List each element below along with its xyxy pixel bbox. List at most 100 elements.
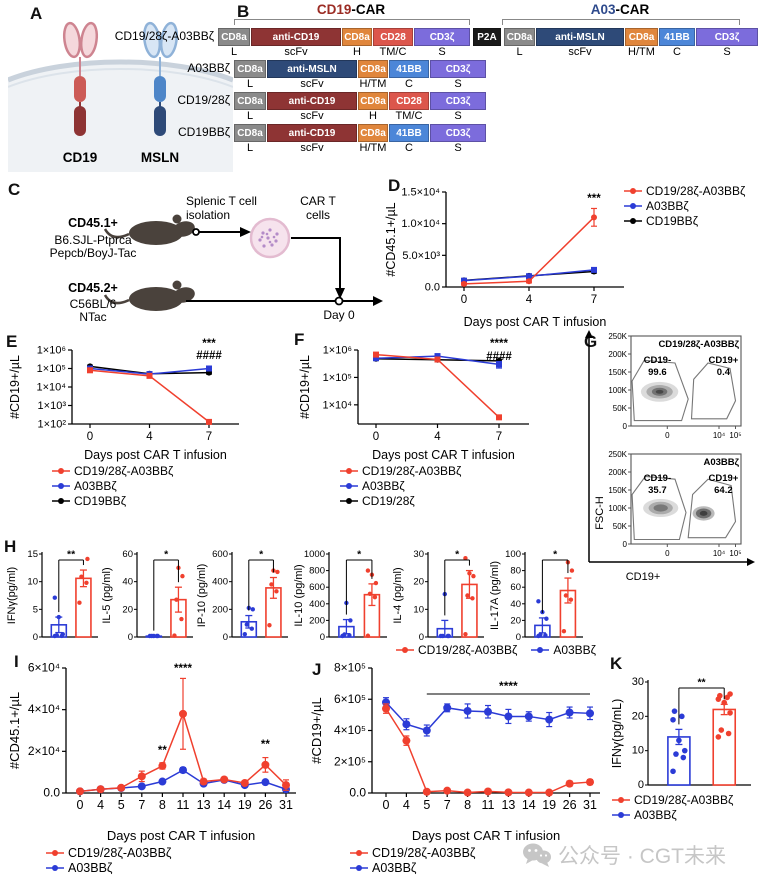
- svg-text:100: 100: [505, 549, 521, 560]
- svg-text:####: ####: [486, 351, 512, 363]
- legend-marker-icon: [624, 218, 642, 224]
- segment-domain-label: scFv: [568, 46, 592, 58]
- segment-domain-label: C: [405, 142, 413, 154]
- schematic-drawing: [103, 214, 383, 311]
- panel-h-il5-chart: 0 20 40 60 IL-5 (pg/ml) *: [101, 549, 193, 642]
- splenic-isolation-label-1: Splenic T cell: [186, 194, 257, 208]
- svg-text:####: ####: [196, 350, 222, 362]
- svg-text:31: 31: [279, 798, 293, 812]
- svg-text:7: 7: [496, 431, 502, 443]
- panel-e-legend: CD19/28ζ-A03BBζ A03BBζ CD19BBζ: [52, 464, 173, 508]
- svg-text:IP-10 (pg/ml): IP-10 (pg/ml): [196, 564, 208, 628]
- svg-text:CD19/28ζ-A03BBζ: CD19/28ζ-A03BBζ: [658, 339, 739, 350]
- legend-marker-icon: [396, 647, 414, 653]
- svg-text:#CD45.1+/µL: #CD45.1+/µL: [384, 202, 398, 276]
- svg-text:7: 7: [138, 798, 145, 812]
- legend-item: A03BBζ: [52, 479, 173, 493]
- svg-text:100K: 100K: [608, 386, 627, 395]
- svg-text:400: 400: [212, 577, 228, 588]
- watermark: 公众号 · CGT未来: [522, 840, 726, 870]
- construct-segment: anti-MSLN: [267, 60, 357, 78]
- panel-label-h: H: [4, 537, 17, 556]
- svg-text:1.5×10⁴: 1.5×10⁴: [401, 187, 440, 199]
- svg-text:26: 26: [258, 798, 272, 812]
- cd19-label: CD19: [63, 150, 98, 165]
- svg-text:800: 800: [309, 566, 325, 577]
- svg-text:19: 19: [542, 798, 556, 812]
- svg-text:**: **: [697, 677, 706, 689]
- svg-text:4: 4: [146, 431, 153, 443]
- svg-text:5: 5: [423, 798, 430, 812]
- segment-domain-label: TM/C: [395, 110, 423, 122]
- svg-text:150K: 150K: [608, 486, 627, 495]
- panel-h-il4-chart: 0 10 20 30 IL-4 (pg/ml) *: [392, 549, 484, 642]
- construct-segment: CD8a: [234, 124, 266, 142]
- segment-domain-label: scFv: [300, 142, 324, 154]
- panel-h-il17a-chart: 0 20 40 60 80 100 IL-17A (pg/ml) *: [489, 549, 583, 642]
- construct-segment: CD28: [389, 92, 429, 110]
- panel-h-legend: CD19/28ζ-A03BBζ A03BBζ: [396, 643, 596, 657]
- svg-text:0: 0: [77, 798, 84, 812]
- svg-text:14: 14: [522, 798, 536, 812]
- svg-text:2×10⁵: 2×10⁵: [334, 754, 366, 768]
- construct-segment: CD3ζ: [696, 28, 758, 46]
- segment-domain-label: H/TM: [359, 142, 387, 154]
- segment-domain-label: C: [673, 46, 681, 58]
- svg-text:**: **: [261, 739, 270, 751]
- svg-text:30: 30: [632, 676, 644, 688]
- legend-label: CD19/28ζ-A03BBζ: [372, 846, 476, 860]
- segment-domain-label: H/TM: [359, 78, 387, 90]
- construct-segment: P2A: [473, 28, 501, 46]
- legend-item: A03BBζ: [624, 199, 745, 213]
- legend-item: A03BBζ: [612, 808, 733, 822]
- svg-text:0: 0: [223, 632, 228, 642]
- panel-i-chart: 0.0 2×10⁴ 4×10⁴ 6×10⁴ 0 4 5 7 8 11 13 14 19 26 31 #CD45…: [7, 661, 296, 843]
- legend-item: CD19/28ζ-A03BBζ: [46, 846, 171, 860]
- svg-text:#CD19+/µL: #CD19+/µL: [309, 697, 324, 763]
- legend-label: CD19BBζ: [74, 494, 126, 508]
- segment-domain-label: scFv: [300, 110, 324, 122]
- svg-text:10⁴: 10⁴: [713, 549, 726, 558]
- svg-text:IL-4 (pg/ml): IL-4 (pg/ml): [392, 567, 404, 623]
- panel-f-chart: 1×10⁴ 1×10⁵ 1×10⁶ 0 4 7 #CD19+/µL Days post CAR…: [298, 338, 529, 462]
- svg-text:15: 15: [27, 549, 38, 560]
- segment-domain-label: scFv: [300, 78, 324, 90]
- legend-label: CD19/28ζ-A03BBζ: [362, 464, 462, 478]
- svg-text:*: *: [455, 549, 460, 561]
- a03-car-title: A03-CAR: [590, 2, 650, 17]
- svg-text:#CD45.1+/µL: #CD45.1+/µL: [7, 692, 22, 769]
- construct-name: CD19/28ζ: [177, 93, 230, 107]
- construct-segment: CD8a: [625, 28, 658, 46]
- legend-label: CD19/28ζ-A03BBζ: [418, 643, 518, 657]
- cd19-car-title: CD19-CAR: [316, 2, 386, 17]
- svg-text:7: 7: [206, 431, 212, 443]
- svg-text:IL-10 (pg/ml): IL-10 (pg/ml): [293, 564, 305, 626]
- svg-text:*: *: [357, 549, 362, 561]
- svg-text:4: 4: [403, 798, 410, 812]
- svg-text:0: 0: [87, 431, 93, 443]
- segment-domain-label: L: [246, 78, 254, 90]
- panel-b-constructs: CD19-CAR A03-CAR CD19/28ζ-A03BBζ CD8a anti…: [110, 2, 759, 174]
- svg-text:0: 0: [623, 422, 628, 431]
- splenic-isolation-label-2: isolation: [186, 208, 231, 222]
- svg-text:*: *: [259, 549, 264, 561]
- svg-text:10⁴: 10⁴: [713, 431, 726, 440]
- panel-label-e: E: [6, 332, 18, 351]
- construct-segment: anti-MSLN: [536, 28, 624, 46]
- svg-text:1×10⁴: 1×10⁴: [36, 382, 66, 394]
- cell-membrane: [8, 62, 233, 172]
- svg-text:200: 200: [309, 615, 325, 626]
- svg-text:13: 13: [501, 798, 515, 812]
- panel-label-c: C: [8, 180, 21, 199]
- svg-text:10: 10: [27, 577, 38, 588]
- svg-text:11: 11: [177, 798, 190, 812]
- svg-text:7: 7: [591, 294, 597, 306]
- construct-segment: CD8a: [358, 92, 388, 110]
- panel-d-chart: 0.0 5.0×10³ 1.0×10⁴ 1.5×10⁴ 0 4 7 #CD45.1+/µL Da…: [384, 187, 624, 329]
- construct-segment: CD8a: [504, 28, 535, 46]
- segment-domain-label: H/TM: [628, 46, 655, 58]
- svg-text:0: 0: [665, 549, 670, 558]
- svg-text:20: 20: [122, 604, 133, 615]
- construct-segment: CD8a: [234, 92, 266, 110]
